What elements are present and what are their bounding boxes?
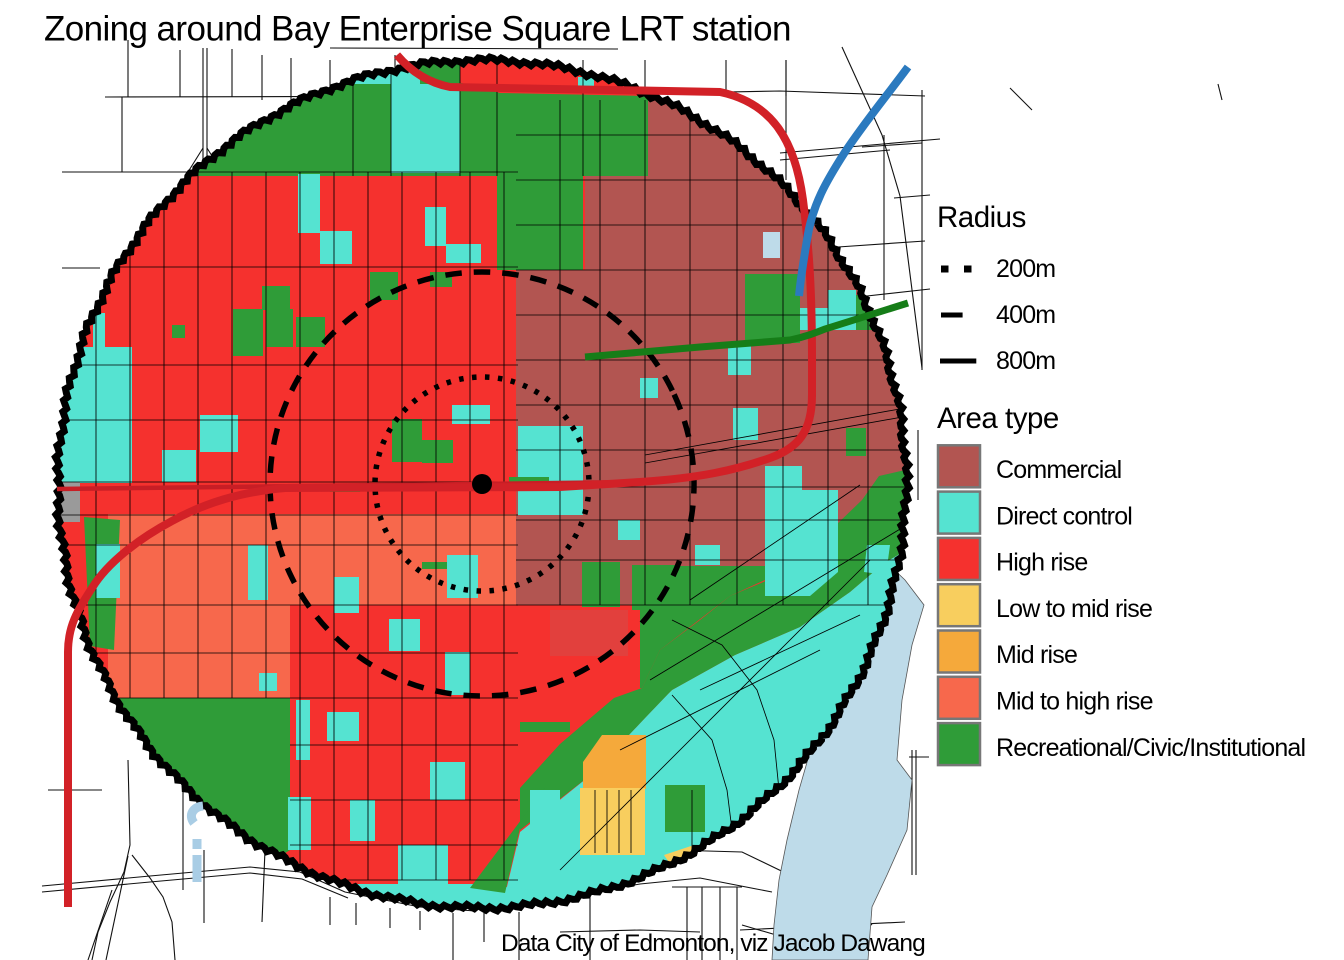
svg-text:Recreational/Civic/Institution: Recreational/Civic/Institutional — [996, 734, 1305, 762]
svg-text:Direct control: Direct control — [996, 502, 1132, 530]
svg-text:Mid rise: Mid rise — [996, 641, 1077, 669]
svg-text:Area type: Area type — [937, 402, 1059, 435]
svg-text:Low to mid rise: Low to mid rise — [996, 595, 1152, 623]
svg-text:200m: 200m — [996, 255, 1055, 283]
svg-text:High rise: High rise — [996, 549, 1087, 577]
svg-text:Zoning around Bay Enterprise S: Zoning around Bay Enterprise Square LRT … — [44, 10, 791, 49]
svg-text:Mid to high rise: Mid to high rise — [996, 688, 1153, 716]
svg-text:400m: 400m — [996, 301, 1055, 329]
svg-text:800m: 800m — [996, 347, 1055, 375]
svg-text:Radius: Radius — [937, 201, 1026, 234]
svg-text:Commercial: Commercial — [996, 456, 1121, 484]
svg-text:Data City of Edmonton, viz Jac: Data City of Edmonton, viz Jacob Dawang — [501, 930, 925, 957]
